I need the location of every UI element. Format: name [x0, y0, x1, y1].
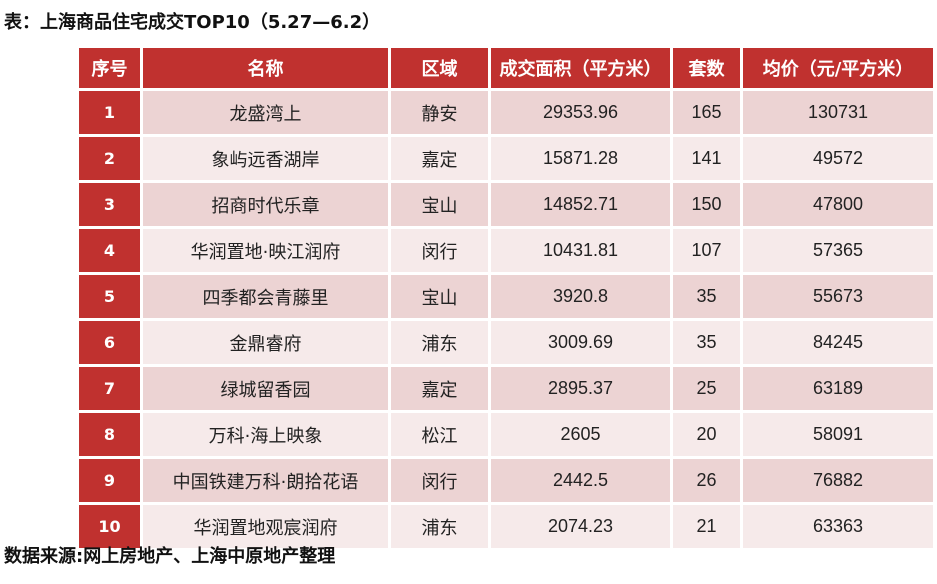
cell-area: 2605 — [491, 410, 673, 456]
cell-avg-price: 58091 — [743, 410, 933, 456]
cell-avg-price: 130731 — [743, 88, 933, 134]
cell-name: 金鼎睿府 — [143, 318, 391, 364]
cell-units: 25 — [673, 364, 743, 410]
cell-avg-price: 49572 — [743, 134, 933, 180]
cell-rank: 2 — [79, 134, 143, 180]
cell-district: 浦东 — [391, 318, 491, 364]
cell-units: 150 — [673, 180, 743, 226]
cell-area: 3920.8 — [491, 272, 673, 318]
cell-rank: 1 — [79, 88, 143, 134]
cell-area: 29353.96 — [491, 88, 673, 134]
cell-district: 浦东 — [391, 502, 491, 548]
cell-rank: 5 — [79, 272, 143, 318]
table-row: 10 华润置地观宸润府 浦东 2074.23 21 63363 — [79, 502, 933, 548]
cell-avg-price: 63189 — [743, 364, 933, 410]
cell-district: 闵行 — [391, 456, 491, 502]
header-units: 套数 — [673, 48, 743, 88]
header-area: 成交面积（平方米） — [491, 48, 673, 88]
table-row: 8 万科·海上映象 松江 2605 20 58091 — [79, 410, 933, 456]
cell-units: 20 — [673, 410, 743, 456]
cell-district: 松江 — [391, 410, 491, 456]
header-rank: 序号 — [79, 48, 143, 88]
cell-rank: 6 — [79, 318, 143, 364]
cell-units: 35 — [673, 318, 743, 364]
cell-name: 招商时代乐章 — [143, 180, 391, 226]
cell-district: 嘉定 — [391, 134, 491, 180]
cell-district: 闵行 — [391, 226, 491, 272]
cell-district: 宝山 — [391, 272, 491, 318]
table-caption: 表：上海商品住宅成交TOP10（5.27—6.2） — [4, 12, 381, 33]
table-row: 6 金鼎睿府 浦东 3009.69 35 84245 — [79, 318, 933, 364]
cell-name: 龙盛湾上 — [143, 88, 391, 134]
cell-units: 35 — [673, 272, 743, 318]
cell-avg-price: 63363 — [743, 502, 933, 548]
cell-district: 嘉定 — [391, 364, 491, 410]
table-row: 4 华润置地·映江润府 闵行 10431.81 107 57365 — [79, 226, 933, 272]
cell-units: 141 — [673, 134, 743, 180]
cell-area: 2074.23 — [491, 502, 673, 548]
cell-rank: 4 — [79, 226, 143, 272]
cell-avg-price: 76882 — [743, 456, 933, 502]
cell-area: 2895.37 — [491, 364, 673, 410]
table-row: 9 中国铁建万科·朗拾花语 闵行 2442.5 26 76882 — [79, 456, 933, 502]
cell-avg-price: 57365 — [743, 226, 933, 272]
header-name: 名称 — [143, 48, 391, 88]
ranking-table: 序号 名称 区域 成交面积（平方米） 套数 均价（元/平方米） 1 龙盛湾上 静… — [79, 48, 933, 548]
cell-avg-price: 84245 — [743, 318, 933, 364]
cell-area: 14852.71 — [491, 180, 673, 226]
header-district: 区域 — [391, 48, 491, 88]
cell-district: 宝山 — [391, 180, 491, 226]
cell-name: 华润置地观宸润府 — [143, 502, 391, 548]
table-row: 3 招商时代乐章 宝山 14852.71 150 47800 — [79, 180, 933, 226]
table-row: 5 四季都会青藤里 宝山 3920.8 35 55673 — [79, 272, 933, 318]
cell-units: 21 — [673, 502, 743, 548]
cell-name: 象屿远香湖岸 — [143, 134, 391, 180]
table-header-row: 序号 名称 区域 成交面积（平方米） 套数 均价（元/平方米） — [79, 48, 933, 88]
cell-area: 10431.81 — [491, 226, 673, 272]
table-row: 1 龙盛湾上 静安 29353.96 165 130731 — [79, 88, 933, 134]
cell-name: 万科·海上映象 — [143, 410, 391, 456]
cell-name: 中国铁建万科·朗拾花语 — [143, 456, 391, 502]
cell-area: 3009.69 — [491, 318, 673, 364]
cell-rank: 7 — [79, 364, 143, 410]
cell-units: 26 — [673, 456, 743, 502]
cell-rank: 8 — [79, 410, 143, 456]
cell-area: 15871.28 — [491, 134, 673, 180]
cell-avg-price: 47800 — [743, 180, 933, 226]
cell-avg-price: 55673 — [743, 272, 933, 318]
cell-name: 绿城留香园 — [143, 364, 391, 410]
cell-rank: 10 — [79, 502, 143, 548]
data-source-note: 数据来源:网上房地产、上海中原地产整理 — [4, 546, 336, 567]
cell-area: 2442.5 — [491, 456, 673, 502]
cell-rank: 3 — [79, 180, 143, 226]
table-row: 2 象屿远香湖岸 嘉定 15871.28 141 49572 — [79, 134, 933, 180]
cell-rank: 9 — [79, 456, 143, 502]
cell-units: 107 — [673, 226, 743, 272]
header-avg-price: 均价（元/平方米） — [743, 48, 933, 88]
cell-name: 华润置地·映江润府 — [143, 226, 391, 272]
table-row: 7 绿城留香园 嘉定 2895.37 25 63189 — [79, 364, 933, 410]
cell-name: 四季都会青藤里 — [143, 272, 391, 318]
cell-district: 静安 — [391, 88, 491, 134]
cell-units: 165 — [673, 88, 743, 134]
